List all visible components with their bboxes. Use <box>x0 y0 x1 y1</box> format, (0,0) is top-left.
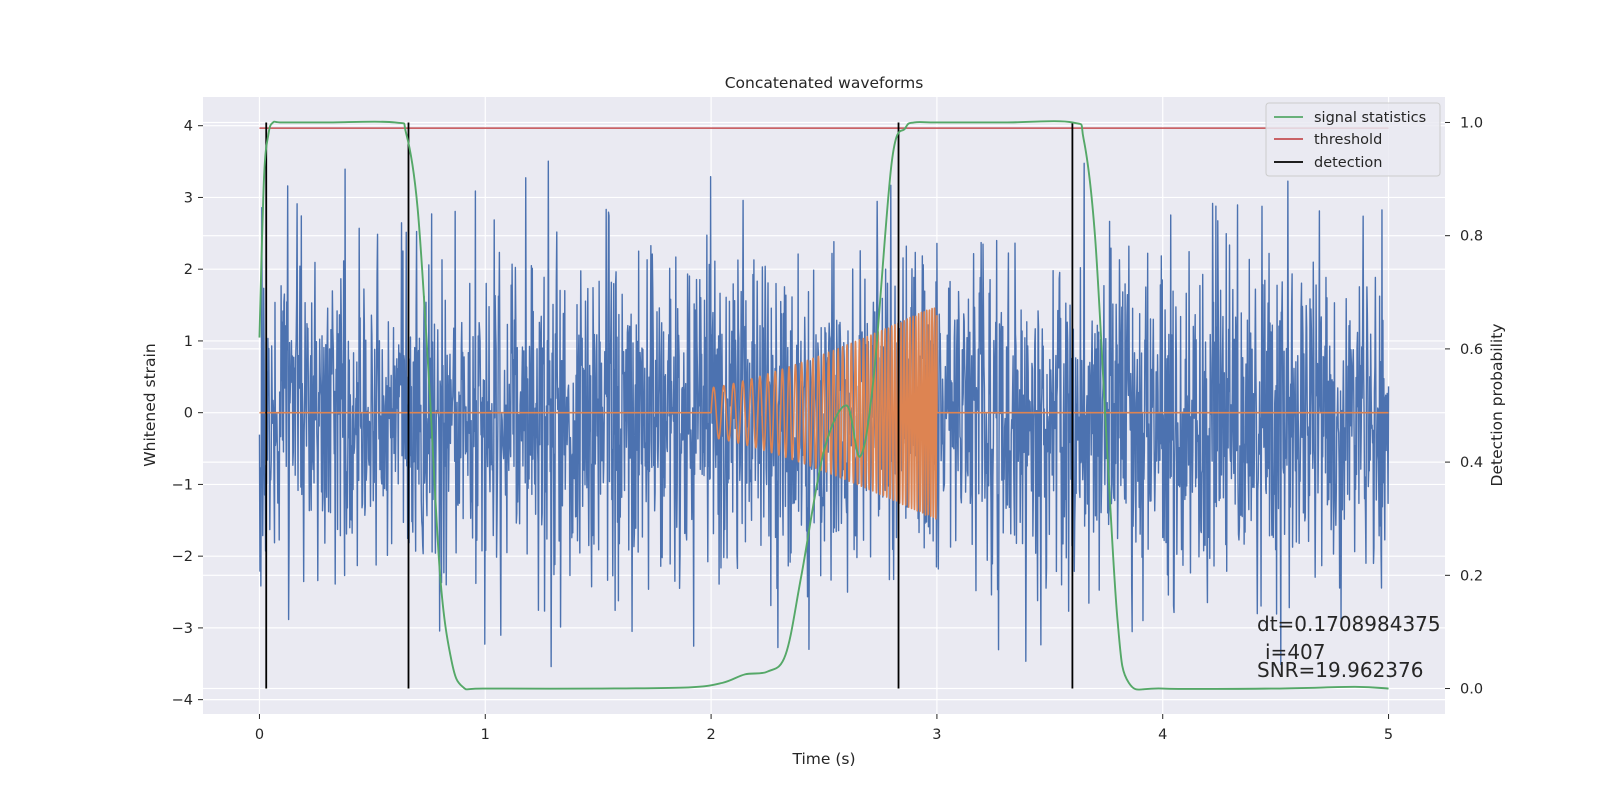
y2-tick-label: 0.4 <box>1460 455 1483 471</box>
series-layer <box>258 120 1390 691</box>
x-tick-label: 5 <box>1384 727 1393 743</box>
annotation-snr: SNR=19.962376 <box>1257 658 1423 682</box>
x-tick-label: 3 <box>932 727 941 743</box>
series-signal-statistics-line <box>258 120 1389 691</box>
y-axis-label: Whitened strain <box>141 343 159 466</box>
y2-tick-label: 1.0 <box>1460 115 1483 131</box>
y2-tick-label: 0.8 <box>1460 229 1483 245</box>
y-tick-label: −2 <box>172 549 193 565</box>
annotation-text: dt=0.1708984375 i=407 SNR=19.962376 <box>1257 612 1441 682</box>
x-tick-label: 1 <box>481 727 490 743</box>
y-tick-label: 3 <box>184 190 193 206</box>
y-tick-label: 1 <box>184 334 193 350</box>
y-tick-label: 2 <box>184 262 193 278</box>
ticks: 0 1 2 3 4 5 −4 −3 −2 −1 0 1 2 3 4 0.0 0.2 0.4 0.6 0.8 1.0 <box>172 115 1483 743</box>
series-chirp-line <box>259 307 1389 520</box>
legend-label-detection: detection <box>1314 155 1382 171</box>
legend: signal statistics threshold detection <box>1265 102 1441 177</box>
x-tick-label: 4 <box>1158 727 1167 743</box>
series-strain-line <box>258 160 1390 668</box>
y2-axis-label: Detection probability <box>1488 324 1506 487</box>
legend-label-threshold: threshold <box>1314 132 1382 148</box>
x-axis-label: Time (s) <box>791 750 855 768</box>
x-tick-label: 0 <box>255 727 264 743</box>
annotation-dt: dt=0.1708984375 <box>1257 612 1441 636</box>
chart-title: Concatenated waveforms <box>725 74 924 92</box>
y2-tick-label: 0.6 <box>1460 342 1483 358</box>
legend-label-signal-statistics: signal statistics <box>1314 110 1426 126</box>
x-tick-label: 2 <box>706 727 715 743</box>
y-tick-label: −4 <box>172 693 193 709</box>
y-tick-label: 4 <box>184 119 193 135</box>
y-tick-label: −1 <box>172 477 193 493</box>
y-tick-label: 0 <box>184 406 193 422</box>
y2-tick-label: 0.0 <box>1460 682 1483 698</box>
y-tick-label: −3 <box>172 621 193 637</box>
legend-box <box>1265 102 1441 177</box>
annotation-i: i=407 <box>1265 640 1326 664</box>
y2-tick-label: 0.2 <box>1460 568 1483 584</box>
